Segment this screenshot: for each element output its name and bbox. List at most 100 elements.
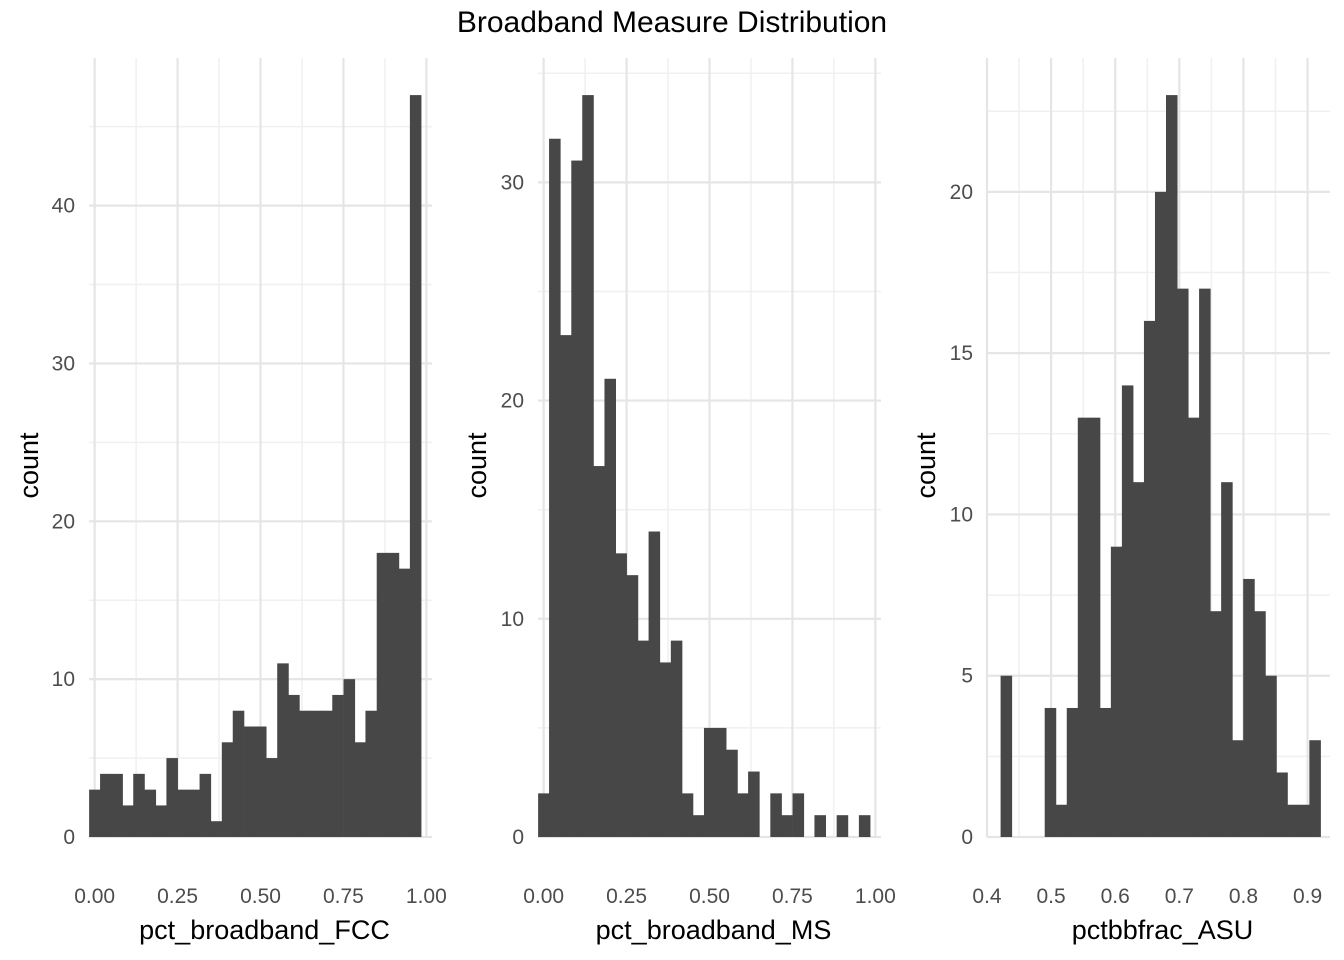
histogram-bar	[1298, 804, 1310, 837]
histogram-bar	[1254, 611, 1266, 837]
histogram-bar	[199, 773, 212, 837]
histogram-bar	[1066, 707, 1079, 837]
histogram-bar	[637, 640, 650, 837]
histogram-bar	[89, 789, 101, 837]
x-tick-label: 1.00	[855, 885, 896, 908]
histogram-bar	[144, 789, 157, 837]
histogram-bar	[582, 95, 594, 838]
histogram-bar	[1154, 191, 1167, 837]
histogram-bar	[1188, 417, 1200, 837]
histogram-bar	[1055, 804, 1068, 837]
histogram-bar	[332, 694, 344, 837]
histogram-bar	[593, 466, 606, 837]
histogram-bar	[814, 815, 826, 837]
histogram-bar	[1077, 417, 1090, 837]
panel-pct-broadband-ms: 0 10 20 30 0.00 0.25 0.50 0.75 1.00 pct_broadband…	[462, 58, 896, 945]
x-tick-label: 0.6	[1101, 885, 1130, 908]
histogram-bar	[277, 663, 289, 837]
x-tick-label: 0.25	[157, 885, 198, 908]
y-axis-title: count	[911, 432, 941, 499]
histogram-bar	[1287, 804, 1299, 837]
histogram-bar	[560, 335, 572, 837]
histogram-bar	[265, 758, 278, 837]
bars	[89, 95, 422, 838]
x-tick-label: 0.50	[240, 885, 281, 908]
histogram-bar	[770, 793, 782, 837]
y-axis-title: count	[462, 432, 492, 499]
panel-pct-broadband-fcc: 0 10 20 30 40 0.00 0.25 0.50 0.75 1.00 pct_broadba…	[14, 58, 447, 945]
histogram-bar	[737, 793, 749, 837]
panel-pctbbfrac-asu: 0 5 10 15 20 0.4 0.5 0.6 0.7 0.8 0.9 pctbbfrac_ASU c…	[911, 58, 1330, 945]
histogram-bar	[703, 727, 716, 837]
histogram-bar	[1110, 546, 1123, 837]
y-tick-label: 20	[52, 510, 75, 533]
bars	[538, 95, 871, 838]
y-tick-label: 5	[961, 665, 973, 688]
histogram-bar	[299, 710, 311, 837]
histogram-bar	[693, 815, 705, 837]
histogram-bar	[111, 773, 123, 837]
histogram-bar	[726, 749, 738, 837]
histogram-bar	[166, 758, 178, 837]
y-tick-label: 20	[950, 181, 973, 204]
y-tick-label: 10	[52, 668, 75, 691]
histogram-bar	[571, 160, 583, 837]
y-tick-label: 0	[63, 826, 75, 849]
x-tick-label: 0.7	[1165, 885, 1194, 908]
histogram-bar	[1088, 417, 1101, 837]
y-tick-label: 10	[950, 503, 973, 526]
histogram-bar	[681, 793, 694, 837]
histogram-bar	[177, 789, 190, 837]
histogram-bar	[1166, 95, 1178, 838]
histogram-bar	[604, 378, 617, 837]
y-tick-label: 30	[501, 171, 524, 194]
histogram-bar	[858, 815, 871, 837]
y-tick-label: 40	[52, 195, 75, 218]
histogram-bar	[714, 727, 727, 837]
histogram-bar	[748, 771, 760, 837]
x-axis-title: pctbbfrac_ASU	[1072, 915, 1254, 945]
x-tick-label: 0.5	[1037, 885, 1066, 908]
histogram-bar	[1177, 288, 1189, 837]
histogram-bar	[615, 553, 627, 837]
histogram-bar	[398, 568, 411, 837]
histogram-bar	[321, 710, 333, 837]
histogram-bar	[1121, 385, 1134, 837]
histogram-bar	[670, 640, 683, 837]
histogram-bar	[1276, 772, 1288, 837]
histogram-bar	[133, 773, 145, 837]
histogram-bar	[781, 815, 793, 837]
x-tick-label: 0.00	[523, 885, 564, 908]
x-tick-label: 0.50	[689, 885, 730, 908]
histogram-bar	[1221, 482, 1233, 837]
x-tick-label: 0.25	[606, 885, 647, 908]
y-tick-label: 0	[512, 826, 524, 849]
histogram-bar	[288, 694, 300, 837]
x-tick-label: 0.00	[74, 885, 115, 908]
x-tick-label: 0.75	[323, 885, 364, 908]
histogram-bar	[1000, 675, 1013, 837]
histogram-bar	[1143, 320, 1156, 837]
x-tick-label: 0.9	[1293, 885, 1322, 908]
histogram-bar	[254, 726, 267, 837]
histogram-bar	[100, 773, 112, 837]
histogram-bar	[343, 679, 356, 837]
y-axis-title: count	[14, 432, 44, 499]
histogram-bar	[626, 575, 639, 837]
x-axis-title: pct_broadband_MS	[596, 915, 832, 945]
histogram-bar	[1044, 707, 1057, 837]
histogram-bar	[155, 805, 168, 837]
histogram-bar	[221, 742, 234, 837]
histogram-bar	[365, 710, 377, 837]
histogram-bar	[376, 552, 389, 837]
x-tick-label: 0.4	[972, 885, 1002, 908]
x-tick-label: 0.8	[1229, 885, 1258, 908]
x-tick-label: 0.75	[772, 885, 813, 908]
histogram-bar	[310, 710, 322, 837]
histogram-bar	[188, 789, 201, 837]
histogram-bar	[1210, 611, 1222, 837]
chart-title: Broadband Measure Distribution	[457, 6, 887, 39]
histogram-bar	[792, 793, 805, 837]
